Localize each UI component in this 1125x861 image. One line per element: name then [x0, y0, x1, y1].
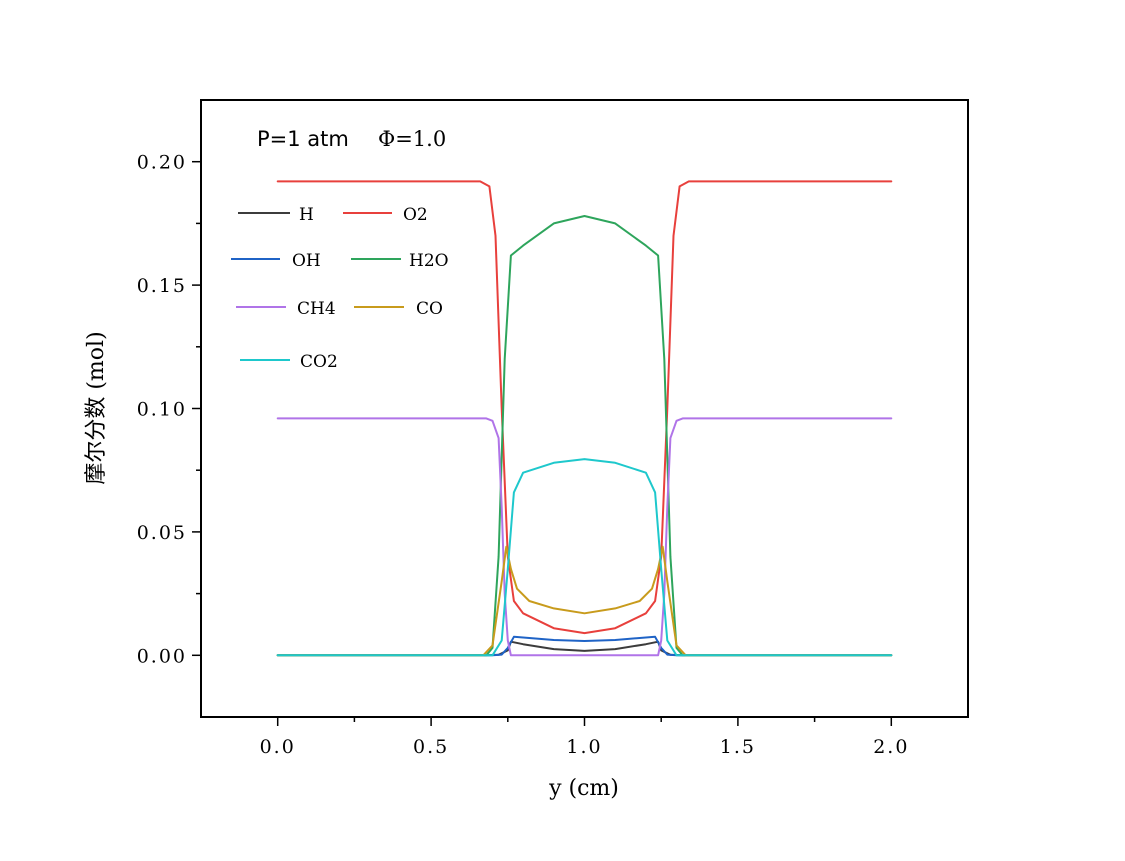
y-tick-label: 0.05 [137, 522, 187, 544]
x-tick-label: 2.0 [873, 736, 909, 758]
legend-label-co2: CO2 [300, 352, 338, 372]
legend-label-h: H [299, 205, 314, 225]
phi-annotation: Φ=1.0 [378, 127, 446, 151]
series-line-h [276, 640, 893, 657]
x-tick-label: 1.5 [720, 736, 756, 758]
series-line-co2 [276, 458, 893, 657]
legend: H O2 OH H2O CH4 CO CO2 [231, 205, 449, 372]
x-axis-title: y (cm) [548, 776, 619, 801]
legend-label-co: CO [416, 299, 443, 319]
series-line-oh [276, 635, 893, 657]
y-tick-label: 0.10 [137, 399, 187, 421]
y-tick-label: 0.00 [137, 645, 187, 667]
legend-label-ch4: CH4 [297, 299, 336, 319]
legend-label-o2: O2 [403, 205, 428, 225]
series-line-co [276, 545, 893, 657]
series-line-o2 [276, 180, 893, 635]
plot-frame [200, 99, 969, 718]
legend-label-oh: OH [292, 251, 321, 271]
axis-ticks [192, 160, 893, 726]
series-line-ch4 [276, 417, 893, 657]
series-line-h2o [276, 215, 893, 657]
y-axis-title: 摩尔分数 (mol) [84, 331, 109, 484]
y-tick-label: 0.15 [137, 275, 187, 297]
series-layer [276, 180, 893, 657]
y-tick-label: 0.20 [137, 152, 187, 174]
pressure-annotation: P=1 atm [257, 127, 349, 151]
x-tick-label: 1.0 [566, 736, 602, 758]
x-tick-label: 0.0 [260, 736, 296, 758]
legend-label-h2o: H2O [409, 251, 449, 271]
x-tick-label: 0.5 [413, 736, 449, 758]
axis-tick-labels: 0.0 0.5 1.0 1.5 2.0 0.00 0.05 0.10 0.15 0.20 [137, 152, 909, 758]
